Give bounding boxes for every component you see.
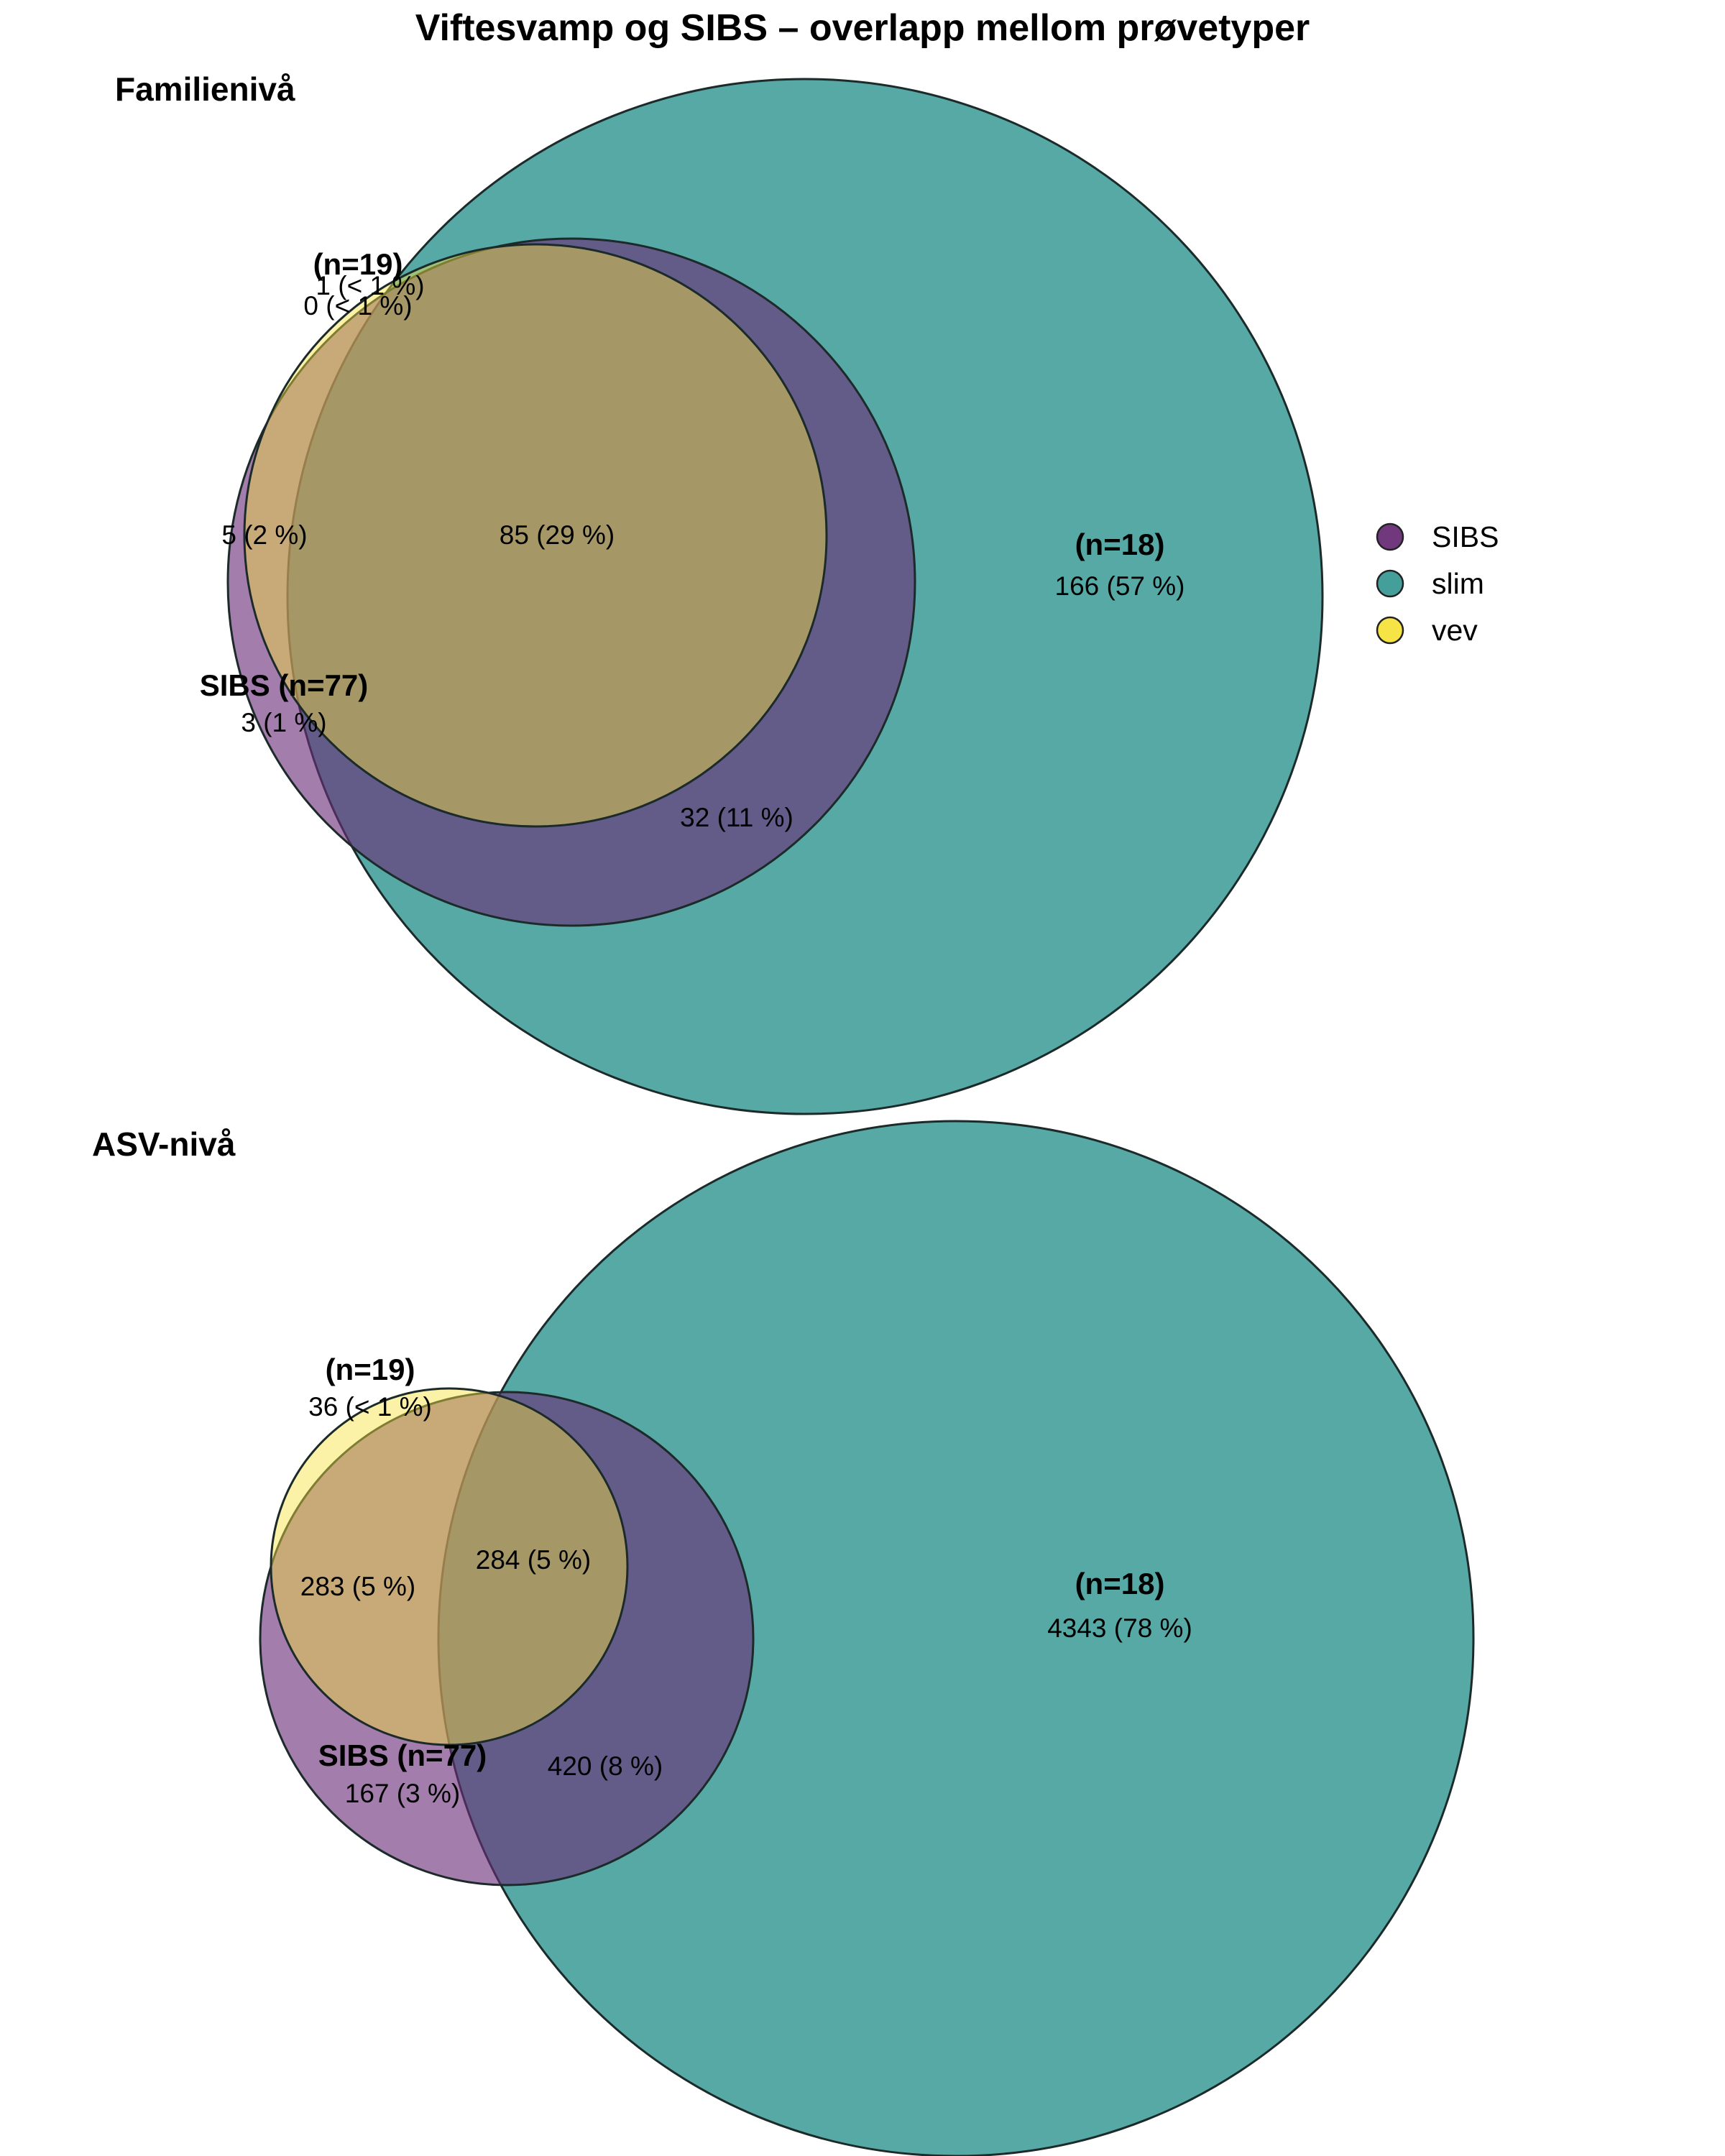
region-label-sibs-panel-1: 3 (1 %) [241,708,326,737]
set-label-vev-panel-2: (n=19) [326,1353,415,1386]
set-label-sibs-panel-1: SIBS (n=77) [200,668,369,702]
region-label-sibs-slim-panel-1: 32 (11 %) [680,803,794,832]
legend-swatch-slim [1376,569,1404,598]
region-label-sibs-slim-panel-2: 420 (8 %) [548,1751,663,1781]
region-label-vev-panel-2: 36 (< 1 %) [308,1392,432,1422]
set-label-slim-panel-2: (n=18) [1075,1567,1165,1600]
region-label-slim-panel-2: 4343 (78 %) [1047,1613,1192,1643]
panel-title-family: Familienivå [115,70,295,108]
set-label-sibs-panel-2: SIBS (n=77) [318,1738,487,1772]
region-label-sibs-vev-panel-2: 283 (5 %) [300,1572,415,1601]
chart-title: Viftesvamp og SIBS – overlapp mellom prø… [415,7,1310,49]
legend-swatch-vev [1376,616,1404,645]
venn-circle-sibs-panel-1 [226,237,916,927]
venn-circles [226,78,1475,2156]
region-label-slim-vev-panel-1: 1 (< 1 %) [316,271,424,300]
set-label-slim-panel-1: (n=18) [1075,528,1165,561]
venn-labels: SIBS (n=77) (n=18) (n=19) 166 (57 %) 85 (29 … [200,247,1192,1808]
set-label-vev-panel-1: (n=19) [313,247,403,281]
region-label-vev-panel-1: 0 (< 1 %) [303,291,412,321]
legend-swatch-sibs [1376,522,1404,551]
legend-label-sibs: SIBS [1432,520,1499,553]
venn-circle-vev-panel-1 [243,243,828,828]
region-label-sibs-panel-2: 167 (3 %) [345,1779,460,1808]
region-label-sibs-slim-vev-panel-2: 284 (5 %) [476,1545,591,1575]
region-label-sibs-vev-panel-1: 5 (2 %) [221,520,307,550]
region-label-sibs-slim-vev-panel-1: 85 (29 %) [500,520,615,550]
legend: SIBS slim vev [1376,520,1499,647]
panel-title-asv: ASV-nivå [92,1125,236,1163]
region-label-slim-panel-1: 166 (57 %) [1055,571,1185,601]
venn-circle-vev-panel-2 [270,1387,629,1746]
legend-label-slim: slim [1432,567,1484,600]
legend-label-vev: vev [1432,614,1478,647]
venn-circle-sibs-panel-2 [259,1391,755,1886]
